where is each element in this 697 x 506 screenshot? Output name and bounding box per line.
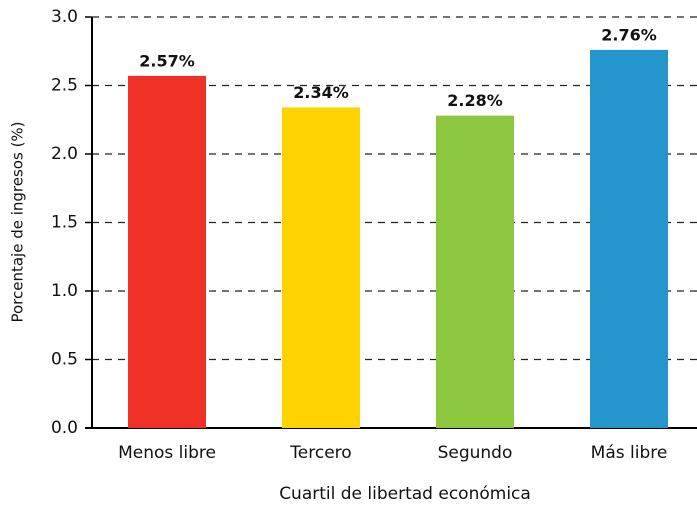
bar: [436, 115, 514, 428]
x-axis-label: Cuartil de libertad económica: [279, 484, 531, 504]
y-tick-label: 0.0: [51, 418, 78, 438]
x-tick-label: Segundo: [438, 443, 513, 463]
y-tick-label: 1.0: [51, 281, 78, 301]
x-tick-label: Más libre: [591, 443, 668, 463]
y-tick-label: 2.0: [51, 144, 78, 164]
bar: [282, 107, 360, 429]
y-tick-label: 0.5: [51, 350, 78, 370]
y-tick-label: 2.5: [51, 76, 78, 96]
y-axis-label: Porcentaje de ingresos (%): [9, 121, 27, 322]
x-tick-label: Menos libre: [118, 443, 216, 463]
value-label: 2.57%: [139, 51, 195, 70]
value-label: 2.76%: [601, 25, 657, 44]
y-tick-label: 1.5: [51, 213, 78, 233]
y-tick-label: 3.0: [51, 7, 78, 27]
bar: [590, 49, 668, 428]
value-label: 2.28%: [447, 91, 503, 110]
x-tick-label: Tercero: [289, 443, 351, 463]
bar: [128, 75, 206, 428]
value-label: 2.34%: [293, 83, 349, 102]
